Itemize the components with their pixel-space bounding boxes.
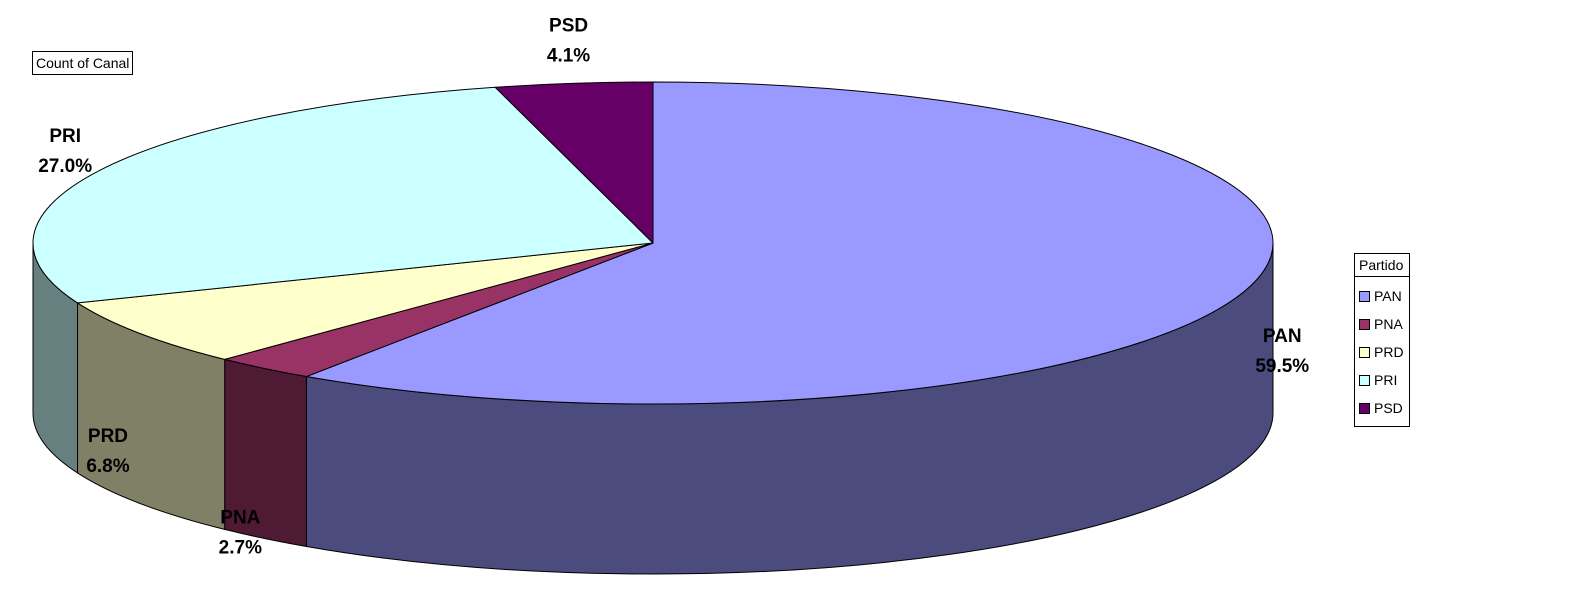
slice-label-value-pna: 2.7% xyxy=(219,538,262,559)
legend-item-pna[interactable]: PNA xyxy=(1359,310,1404,338)
slice-label-name-prd: PRD xyxy=(88,426,128,447)
slice-label-name-pri: PRI xyxy=(49,126,81,147)
legend-item-psd[interactable]: PSD xyxy=(1359,394,1404,422)
slice-label-name-psd: PSD xyxy=(549,16,588,37)
legend-label-prd: PRD xyxy=(1374,344,1404,360)
pie-slice-prd[interactable] xyxy=(77,242,654,360)
legend-item-pri[interactable]: PRI xyxy=(1359,366,1404,394)
legend-item-prd[interactable]: PRD xyxy=(1359,338,1404,366)
slice-label-value-pan: 59.5% xyxy=(1255,356,1309,377)
slice-label-prd: PRD 6.8% xyxy=(86,426,129,477)
legend-label-pan: PAN xyxy=(1374,288,1402,304)
slice-label-value-pri: 27.0% xyxy=(38,156,92,177)
legend-title[interactable]: Partido xyxy=(1359,257,1404,273)
slice-label-pan: PAN 59.5% xyxy=(1255,326,1309,377)
pie-slices xyxy=(32,81,1274,405)
count-of-canal-field-button[interactable]: Count of Canal xyxy=(32,51,134,75)
pie-slice-psd[interactable] xyxy=(494,81,654,244)
pie-slice-pan[interactable] xyxy=(305,81,1274,405)
legend-divider xyxy=(1355,276,1409,277)
pie-slice-pri[interactable] xyxy=(32,86,654,304)
slice-label-pna: PNA 2.7% xyxy=(219,508,262,559)
slice-label-name-pan: PAN xyxy=(1263,326,1302,347)
legend-swatch-pna xyxy=(1359,318,1370,330)
slice-labels: PAN 59.5% PNA 2.7% PRD 6.8% PRI 27.0% PSD 4.1% xyxy=(38,16,1309,559)
legend-label-pna: PNA xyxy=(1374,316,1403,332)
legend-items: PAN PNA PRD PRI PSD xyxy=(1359,282,1404,422)
legend-label-pri: PRI xyxy=(1374,372,1398,388)
legend-swatch-psd xyxy=(1359,402,1370,414)
legend-swatch-pri xyxy=(1359,374,1370,386)
slice-label-value-psd: 4.1% xyxy=(547,46,590,67)
legend: Partido PAN PNA PRD PRI PSD xyxy=(1354,253,1410,427)
legend-item-pan[interactable]: PAN xyxy=(1359,282,1404,310)
slice-label-pri: PRI 27.0% xyxy=(38,126,92,177)
pie-sides xyxy=(32,242,1274,575)
legend-label-psd: PSD xyxy=(1374,400,1403,416)
legend-swatch-prd xyxy=(1359,346,1370,358)
legend-swatch-pan xyxy=(1359,290,1370,302)
slice-label-psd: PSD 4.1% xyxy=(547,16,590,67)
slice-label-name-pna: PNA xyxy=(220,508,260,529)
slice-label-value-prd: 6.8% xyxy=(86,456,129,477)
